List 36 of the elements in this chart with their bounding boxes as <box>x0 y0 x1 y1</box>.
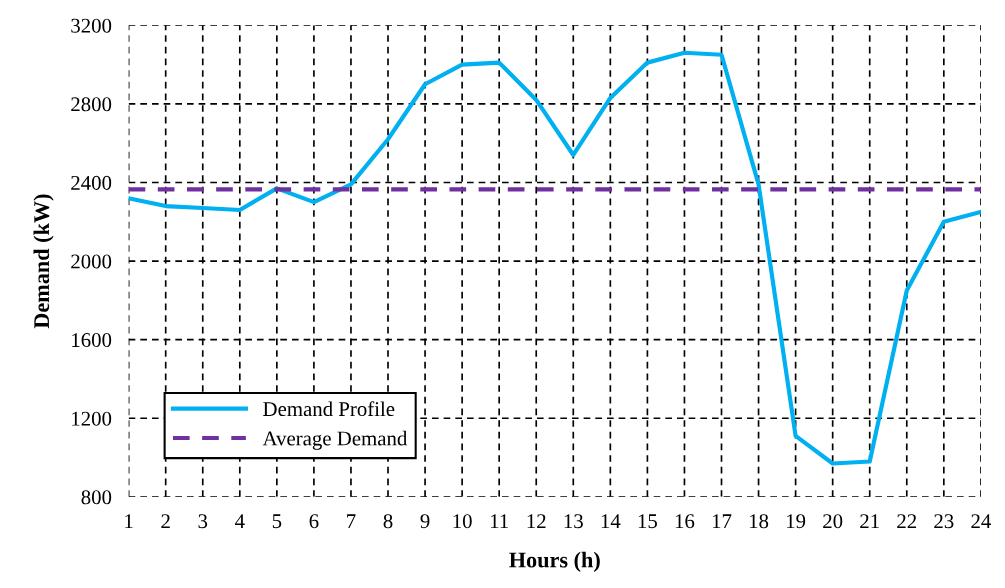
y-axis-title: Demand (kW) <box>33 194 54 329</box>
x-axis-title: Hours (h) <box>509 551 600 573</box>
x-tick-label: 1 <box>125 514 133 528</box>
y-tick-label: 1600 <box>72 333 112 348</box>
x-tick-label: 7 <box>347 514 356 528</box>
x-tick-label: 20 <box>823 514 843 529</box>
x-tick-label: 22 <box>897 514 917 528</box>
x-tick-label: 17 <box>712 514 732 528</box>
y-tick-label: 2800 <box>71 97 112 112</box>
x-tick-label: 19 <box>787 514 806 529</box>
y-tick-label: 3200 <box>71 18 112 33</box>
x-tick-label: 4 <box>235 514 245 528</box>
legend-label: Average Demand <box>262 430 408 450</box>
x-tick-label: 23 <box>934 514 954 529</box>
x-tick-label: 18 <box>749 514 769 529</box>
x-tick-label: 8 <box>383 514 393 529</box>
legend-label: Demand Profile <box>263 401 395 417</box>
x-tick-label: 13 <box>564 514 583 529</box>
x-tick-label: 24 <box>971 514 991 528</box>
y-tick-label: 1200 <box>72 411 112 426</box>
x-tick-label: 14 <box>601 514 621 528</box>
x-tick-label: 5 <box>272 514 282 529</box>
x-tick-label: 16 <box>675 514 695 529</box>
y-tick-label: 2400 <box>71 175 112 190</box>
x-tick-label: 9 <box>420 514 430 529</box>
x-tick-label: 2 <box>161 514 170 528</box>
y-tick-label: 2000 <box>71 254 112 269</box>
x-tick-label: 12 <box>527 514 546 528</box>
x-tick-label: 21 <box>860 514 879 528</box>
line-series <box>128 50 981 466</box>
x-tick-label: 11 <box>490 514 508 528</box>
x-tick-label: 6 <box>309 514 319 529</box>
x-tick-label: 10 <box>453 514 472 529</box>
x-tick-label: 15 <box>638 514 657 529</box>
y-tick-label: 800 <box>81 490 112 505</box>
x-tick-label: 3 <box>198 514 208 529</box>
